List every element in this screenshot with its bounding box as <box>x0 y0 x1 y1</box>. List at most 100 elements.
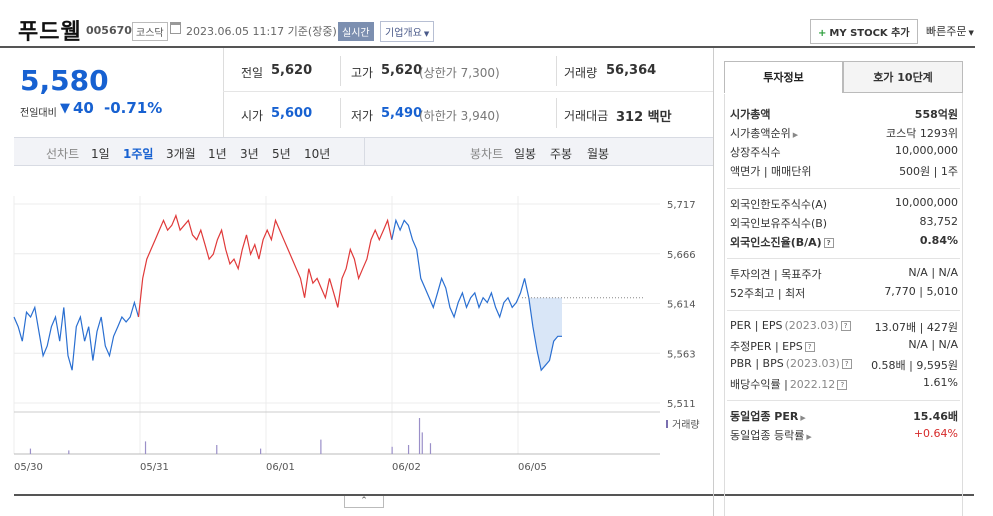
invest-row-label-text: 시가총액 <box>730 108 771 121</box>
period-monthly[interactable]: 월봉 <box>587 147 610 161</box>
invest-row[interactable]: 동일업종 등락률 ▶ +0.64% <box>730 427 958 445</box>
period-1d[interactable]: 1일 <box>91 147 110 161</box>
help-icon[interactable]: ? <box>840 321 851 331</box>
invest-row-value: 500원 | 1주 <box>899 165 958 178</box>
invest-row-period: 2022.12 <box>789 378 836 391</box>
bottom-divider <box>14 494 974 496</box>
invest-row[interactable]: 동일업종 PER ▶ 15.46배 <box>730 408 958 426</box>
y-tick-label: 5,614 <box>667 300 696 311</box>
amount-label: 거래대금 <box>564 109 609 123</box>
change-area <box>528 297 562 371</box>
invest-row-period: (2023.03) <box>784 319 839 332</box>
x-tick-label: 05/30 <box>14 462 43 473</box>
x-tick-label: 06/05 <box>518 462 547 473</box>
invest-row: 외국인한도주식수(A) 10,000,000 <box>730 196 958 214</box>
company-overview-dropdown[interactable]: 기업개요 ▼ <box>380 21 435 42</box>
invest-row: 추정PER | EPS? N/A | N/A <box>730 338 958 356</box>
amount-value: 312 백만 <box>616 110 672 125</box>
invest-row-label: 외국인보유주식수(B) <box>730 215 827 231</box>
invest-row: 외국인소진율(B/A)? 0.84% <box>730 234 958 252</box>
invest-row-label: 배당수익률 | 2022.12? <box>730 376 848 392</box>
invest-row-label-text: 액면가 | 매매단위 <box>730 165 812 178</box>
period-5y[interactable]: 5년 <box>272 147 291 161</box>
header-divider <box>0 46 975 48</box>
invest-row-value: 7,770 | 5,010 <box>884 285 958 298</box>
volume-legend-swatch <box>666 420 668 428</box>
y-tick-label: 5,563 <box>667 349 696 360</box>
invest-row-label: 외국인소진율(B/A)? <box>730 234 834 250</box>
collapse-toggle-button[interactable]: ⌃ <box>344 496 384 508</box>
x-tick-label: 06/02 <box>392 462 421 473</box>
invest-row-label-text: 52주최고 | 최저 <box>730 287 806 300</box>
tab-invest-info[interactable]: 투자정보 <box>724 61 843 93</box>
prev-close-label: 전일 <box>241 66 264 80</box>
high-value: 5,620 <box>381 63 423 78</box>
invest-row-label-text: 배당수익률 | <box>730 378 788 391</box>
high-label: 고가 <box>351 66 374 80</box>
panel-separator <box>727 258 960 259</box>
invest-row-value: 13.07배 | 427원 <box>874 321 958 334</box>
period-weekly[interactable]: 주봉 <box>550 147 573 161</box>
period-daily[interactable]: 일봉 <box>514 147 537 161</box>
invest-row-label-text: 외국인보유주식수(B) <box>730 217 828 230</box>
tab-gap <box>724 93 843 94</box>
invest-panel <box>724 93 963 516</box>
stock-name: 푸드웰 <box>18 20 82 45</box>
tab-orderbook[interactable]: 호가 10단계 <box>843 61 963 93</box>
invest-row-value: 15.46배 <box>913 410 958 423</box>
invest-row-period: (2023.03) <box>785 357 840 370</box>
invest-row[interactable]: 시가총액순위 ▶ 코스닥 1293위 <box>730 125 958 143</box>
help-icon[interactable]: ? <box>823 238 834 248</box>
period-10y[interactable]: 10년 <box>304 147 331 161</box>
invest-row-label-text: 동일업종 등락률 <box>730 429 805 442</box>
x-axis: 05/30 05/31 06/01 06/02 06/05 <box>14 462 547 473</box>
divider <box>556 98 557 128</box>
period-1w[interactable]: 1주일 <box>123 147 154 161</box>
period-3y[interactable]: 3년 <box>240 147 259 161</box>
panel-separator <box>727 310 960 311</box>
help-icon[interactable]: ? <box>837 380 848 390</box>
invest-row-value: 코스닥 1293위 <box>886 127 958 140</box>
invest-row-label: 추정PER | EPS? <box>730 338 815 354</box>
invest-row: PER | EPS (2023.03)? 13.07배 | 427원 <box>730 319 958 337</box>
chart-grid <box>13 196 660 455</box>
price-series-line <box>13 300 140 371</box>
candle-chart-label: 봉차트 <box>470 147 504 161</box>
period-3m[interactable]: 3개월 <box>166 147 196 161</box>
low-value: 5,490 <box>381 106 423 121</box>
plus-icon: + <box>818 28 827 39</box>
invest-row-label-text: 추정PER | EPS <box>730 340 803 353</box>
divider <box>340 56 341 86</box>
x-tick-label: 05/31 <box>140 462 169 473</box>
invest-row: 52주최고 | 최저 7,770 | 5,010 <box>730 285 958 303</box>
add-mystock-label: MY STOCK 추가 <box>829 28 910 39</box>
price-chart[interactable]: 5,717 5,666 5,614 5,563 5,511 05/30 05/31 06/0… <box>0 170 713 480</box>
period-bar: 선차트 1일 1주일 3개월 1년 3년 5년 10년 봉차트 일봉 주봉 월봉 <box>14 137 713 166</box>
invest-row-value: 0.84% <box>919 234 958 247</box>
invest-row-label: 동일업종 등락률 ▶ <box>730 427 812 443</box>
quick-order-button[interactable]: 빠른주문 ▼ <box>926 23 974 39</box>
y-tick-label: 5,717 <box>667 200 696 211</box>
chevron-down-icon: ▼ <box>968 29 974 37</box>
divider <box>223 48 224 137</box>
invest-row-label: PER | EPS (2023.03)? <box>730 319 851 332</box>
chevron-right-icon: ▶ <box>792 131 799 139</box>
x-tick-label: 06/01 <box>266 462 295 473</box>
help-icon[interactable]: ? <box>804 342 815 352</box>
volume-label: 거래량 <box>564 66 598 80</box>
invest-row: 액면가 | 매매단위 500원 | 1주 <box>730 163 958 181</box>
change-rate: -0.71% <box>104 99 163 117</box>
add-mystock-button[interactable]: + MY STOCK 추가 <box>810 19 918 44</box>
upper-limit: (상한가 7,300) <box>419 66 500 80</box>
invest-row-label-text: PER | EPS <box>730 319 783 332</box>
change-amount: 40 <box>73 99 94 117</box>
live-badge: 실시간 <box>338 22 374 41</box>
help-icon[interactable]: ? <box>841 359 852 369</box>
invest-row-label: 액면가 | 매매단위 <box>730 163 812 179</box>
invest-row: 상장주식수 10,000,000 <box>730 144 958 162</box>
invest-row-value: N/A | N/A <box>908 338 958 351</box>
period-1y[interactable]: 1년 <box>208 147 227 161</box>
divider <box>364 138 365 165</box>
invest-row-label: PBR | BPS (2023.03)? <box>730 357 852 370</box>
stock-code: 005670 <box>86 24 132 37</box>
